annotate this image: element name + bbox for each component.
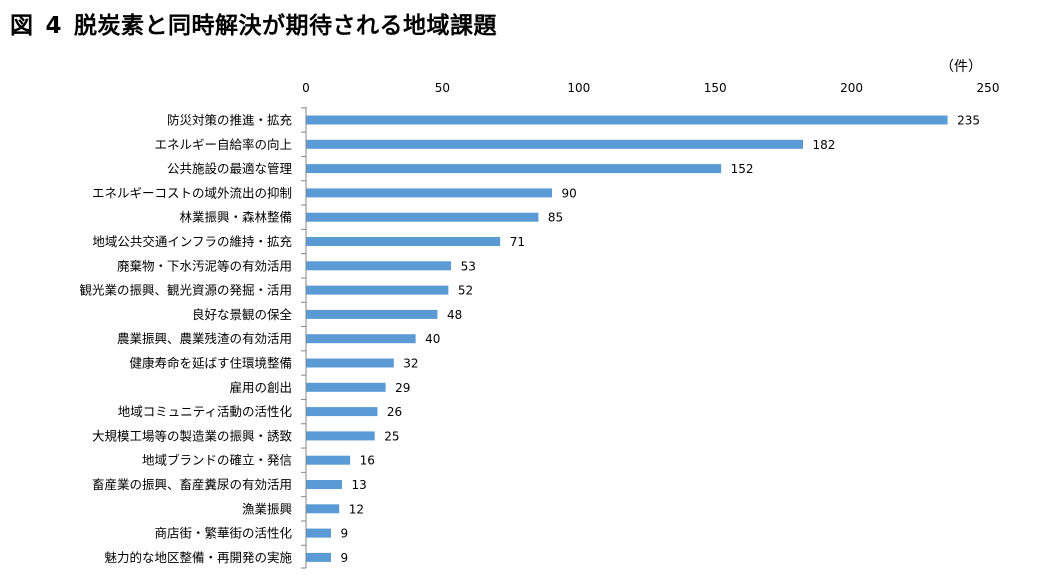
bar <box>306 552 332 562</box>
category-label: エネルギー自給率の向上 <box>154 137 292 152</box>
bar <box>306 504 340 514</box>
bar <box>306 139 803 149</box>
category-label: 魅力的な地区整備・再開発の実施 <box>104 550 292 565</box>
data-label: 29 <box>395 381 410 395</box>
x-tick-label: 250 <box>977 81 1000 95</box>
category-label: 雇用の創出 <box>229 380 292 395</box>
category-label: 廃棄物・下水汚泥等の有効活用 <box>117 258 292 273</box>
bar <box>306 528 332 538</box>
data-label: 25 <box>384 429 399 443</box>
category-label: 農業振興、農業残渣の有効活用 <box>117 331 292 346</box>
category-label: 防災対策の推進・拡充 <box>167 113 292 128</box>
figure-number: 4 <box>45 13 63 39</box>
bar <box>306 382 386 392</box>
data-label: 85 <box>548 211 563 225</box>
x-tick-label: 100 <box>567 81 590 95</box>
data-label: 235 <box>957 114 980 128</box>
category-label: 商店街・繁華街の活性化 <box>154 526 292 541</box>
data-label: 9 <box>341 527 349 541</box>
figure-title-text: 脱炭素と同時解決が期待される地域課題 <box>74 13 498 39</box>
data-label: 152 <box>731 162 754 176</box>
bar <box>306 212 539 222</box>
bar <box>306 455 351 465</box>
category-label: 地域公共交通インフラの維持・拡充 <box>92 234 292 249</box>
x-tick-label: 200 <box>840 81 863 95</box>
data-label: 71 <box>510 235 525 249</box>
data-label: 26 <box>387 405 402 419</box>
data-label: 16 <box>360 454 375 468</box>
category-label: 畜産業の振興、畜産糞尿の有効活用 <box>92 477 292 492</box>
category-label: 地域ブランドの確立・発信 <box>142 453 292 468</box>
data-label: 90 <box>562 186 577 200</box>
figure-title: 図 4 脱炭素と同時解決が期待される地域課題 <box>10 6 497 40</box>
category-label: 大規模工場等の製造業の振興・誘致 <box>92 428 293 443</box>
category-label: 良好な景観の保全 <box>192 307 293 322</box>
data-label: 32 <box>403 357 418 371</box>
category-label: 観光業の振興、観光資源の発掘・活用 <box>79 283 292 298</box>
data-label: 40 <box>425 332 440 346</box>
figure-label: 図 <box>10 13 34 39</box>
bar <box>306 115 948 125</box>
data-label: 13 <box>351 478 366 492</box>
category-label: 健康寿命を延ばす住環境整備 <box>129 356 292 371</box>
bar <box>306 358 394 368</box>
bar <box>306 480 342 489</box>
data-label: 12 <box>349 502 364 516</box>
bar <box>306 188 553 198</box>
x-tick-label: 150 <box>704 81 727 95</box>
bar <box>306 431 375 441</box>
data-label: 9 <box>341 551 349 565</box>
x-tick-label: 50 <box>435 81 450 95</box>
bar <box>306 309 438 319</box>
data-label: 53 <box>461 259 476 273</box>
x-tick-label: 0 <box>302 81 310 95</box>
category-label: 公共施設の最適な管理 <box>167 161 293 176</box>
data-label: 48 <box>447 308 462 322</box>
category-label: 地域コミュニティ活動の活性化 <box>118 404 293 419</box>
unit-label: （件） <box>940 59 982 75</box>
category-label: 林業振興・森林整備 <box>179 210 292 225</box>
category-label: エネルギーコストの域外流出の抑制 <box>92 185 292 200</box>
bar <box>306 285 449 295</box>
data-label: 182 <box>812 138 835 152</box>
category-label: 漁業振興 <box>242 501 292 516</box>
bar <box>306 407 378 417</box>
bar <box>306 334 416 344</box>
bar <box>306 237 501 246</box>
bar <box>306 164 722 174</box>
bar <box>306 261 452 271</box>
data-label: 52 <box>458 284 473 298</box>
